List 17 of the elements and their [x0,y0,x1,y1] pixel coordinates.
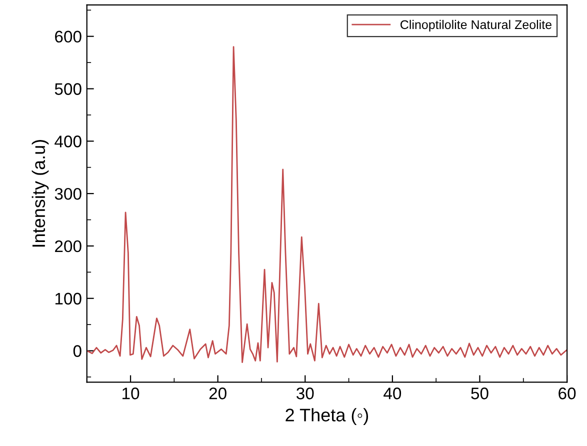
y-tick-label: 600 [55,30,82,43]
y-tick-label: 0 [73,345,82,357]
x-tick-label: 20 [209,388,226,400]
x-tick-label: 30 [296,388,314,400]
y-tick-label: 500 [54,83,82,95]
x-tick-label: 60 [558,388,576,400]
x-tick-label: 40 [384,388,402,400]
x-axis-title: 2 Theta (◦) [286,408,368,425]
x-tick-label: 10 [122,388,140,400]
legend-label: Clinoptilolite Natural Zeolite [400,20,552,32]
line-series [86,46,568,364]
x-tick-label: 50 [471,388,488,400]
y-tick-label: 400 [54,136,82,148]
y-tick-label: 300 [54,188,82,200]
y-tick-label: 100 [55,292,82,305]
y-tick-label: 200 [55,240,82,252]
y-axis-title: Intensity (a.u) [32,140,49,247]
